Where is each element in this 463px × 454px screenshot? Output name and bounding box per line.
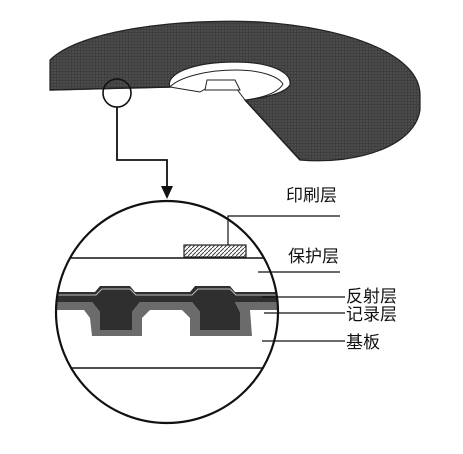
label-recording-layer: 记录层 — [346, 305, 397, 325]
leader-lines — [227, 215, 345, 342]
reflective-layer-line — [56, 288, 278, 296]
label-reflective-layer: 反射层 — [346, 287, 397, 307]
disc-edge — [49, 86, 301, 161]
label-print-layer: 印刷层 — [286, 186, 337, 206]
label-substrate: 基板 — [346, 333, 380, 353]
leader-print-layer — [227, 215, 340, 245]
zoom-connector-line — [116, 107, 168, 190]
disc — [49, 20, 421, 162]
recording-layer-band — [56, 302, 278, 336]
disc-hub-notch — [204, 79, 241, 91]
reflective-layer-band — [56, 286, 278, 330]
label-protective-layer: 保护层 — [288, 247, 339, 267]
disc-body — [49, 20, 421, 162]
cross-section — [54, 199, 280, 425]
print-layer-block — [183, 244, 247, 258]
zoom-arrow-head — [161, 186, 173, 199]
